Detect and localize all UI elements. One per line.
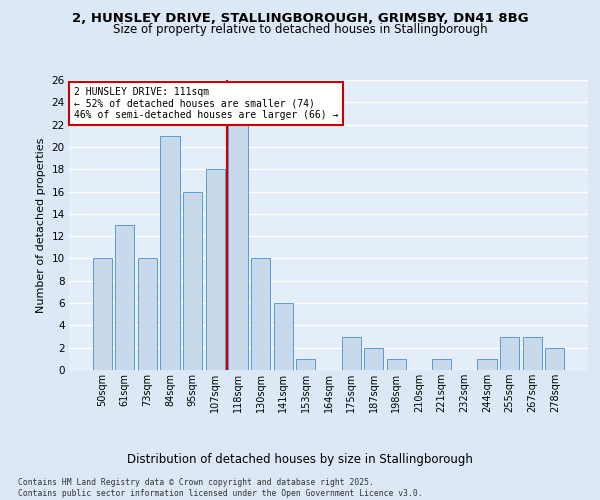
Y-axis label: Number of detached properties: Number of detached properties — [36, 138, 46, 312]
Text: Size of property relative to detached houses in Stallingborough: Size of property relative to detached ho… — [113, 22, 487, 36]
Bar — [387, 359, 406, 370]
Bar — [341, 336, 361, 370]
Bar — [183, 192, 202, 370]
Text: 2, HUNSLEY DRIVE, STALLINGBOROUGH, GRIMSBY, DN41 8BG: 2, HUNSLEY DRIVE, STALLINGBOROUGH, GRIMS… — [71, 12, 529, 26]
Bar — [206, 169, 225, 370]
Bar — [432, 359, 451, 370]
Bar — [229, 124, 248, 370]
Text: Distribution of detached houses by size in Stallingborough: Distribution of detached houses by size … — [127, 452, 473, 466]
Bar — [523, 336, 542, 370]
Bar — [274, 303, 293, 370]
Bar — [138, 258, 157, 370]
Bar — [115, 225, 134, 370]
Text: Contains HM Land Registry data © Crown copyright and database right 2025.
Contai: Contains HM Land Registry data © Crown c… — [18, 478, 422, 498]
Bar — [92, 258, 112, 370]
Bar — [477, 359, 497, 370]
Bar — [160, 136, 180, 370]
Bar — [545, 348, 565, 370]
Bar — [296, 359, 316, 370]
Text: 2 HUNSLEY DRIVE: 111sqm
← 52% of detached houses are smaller (74)
46% of semi-de: 2 HUNSLEY DRIVE: 111sqm ← 52% of detache… — [74, 87, 338, 120]
Bar — [251, 258, 270, 370]
Bar — [364, 348, 383, 370]
Bar — [500, 336, 519, 370]
